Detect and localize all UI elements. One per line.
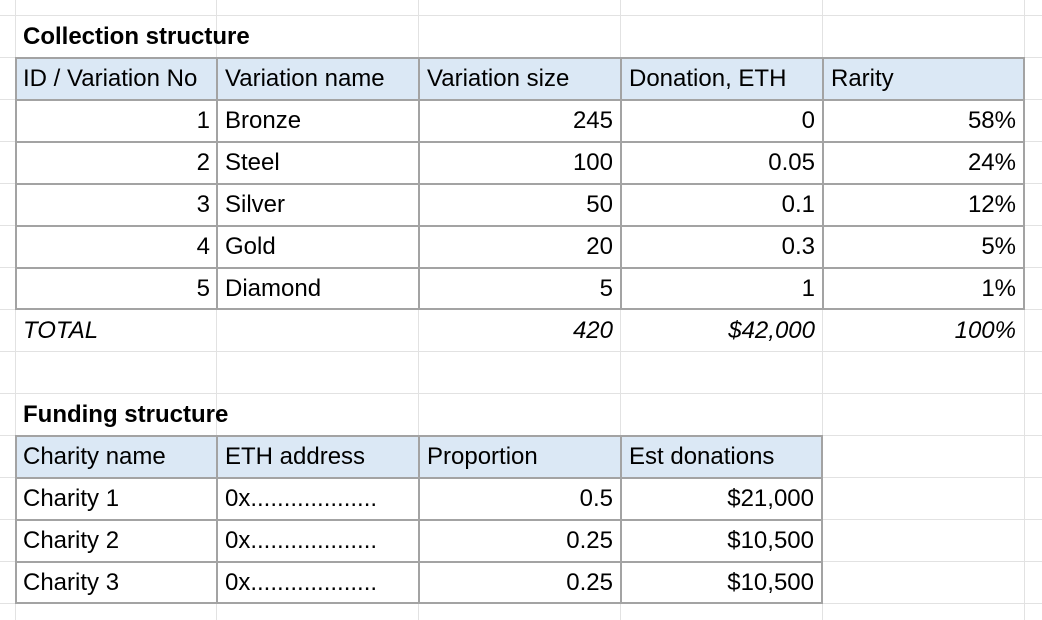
collection-row-1-rarity[interactable]: 58% xyxy=(967,107,1016,134)
collection-border-row4 xyxy=(15,225,1025,227)
collection-row-4-id[interactable]: 4 xyxy=(196,233,210,260)
collection-row-3-name[interactable]: Silver xyxy=(225,191,286,218)
collection-row-1-size[interactable]: 245 xyxy=(572,107,613,134)
collection-row-2-id[interactable]: 2 xyxy=(196,149,210,176)
collection-total-rarity[interactable]: 100% xyxy=(954,317,1016,344)
collection-border-bottom xyxy=(15,308,1025,310)
collection-total-size[interactable]: 420 xyxy=(572,317,613,344)
collection-row-2-donation[interactable]: 0.05 xyxy=(768,149,815,176)
collection-header-name[interactable]: Variation name xyxy=(225,65,385,92)
funding-border-col3 xyxy=(620,435,622,604)
collection-row-1-id[interactable]: 1 xyxy=(196,107,210,134)
collection-header-rarity[interactable]: Rarity xyxy=(831,65,894,92)
collection-row-5-rarity[interactable]: 1% xyxy=(981,275,1016,302)
collection-row-4-name[interactable]: Gold xyxy=(225,233,276,260)
funding-row-1-address[interactable]: 0x................... xyxy=(225,485,378,512)
collection-border-row1 xyxy=(15,99,1025,101)
collection-row-4-rarity[interactable]: 5% xyxy=(981,233,1016,260)
collection-row-2-size[interactable]: 100 xyxy=(572,149,613,176)
collection-border-col5 xyxy=(1023,57,1025,310)
collection-border-col3 xyxy=(620,57,622,310)
collection-row-1-name[interactable]: Bronze xyxy=(225,107,302,134)
collection-row-3-size[interactable]: 50 xyxy=(586,191,613,218)
funding-row-1-charity[interactable]: Charity 1 xyxy=(23,485,120,512)
funding-row-2-charity[interactable]: Charity 2 xyxy=(23,527,120,554)
funding-row-3-charity[interactable]: Charity 3 xyxy=(23,569,120,596)
collection-border-col2 xyxy=(418,57,420,310)
collection-row-4-size[interactable]: 20 xyxy=(586,233,613,260)
funding-border-col2 xyxy=(418,435,420,604)
collection-border-col0 xyxy=(15,57,17,310)
collection-row-3-id[interactable]: 3 xyxy=(196,191,210,218)
funding-row-1-est-donations[interactable]: $21,000 xyxy=(727,485,814,512)
funding-row-2-est-donations[interactable]: $10,500 xyxy=(727,527,814,554)
funding-row-2-address[interactable]: 0x................... xyxy=(225,527,378,554)
collection-row-5-name[interactable]: Diamond xyxy=(225,275,322,302)
collection-row-3-rarity[interactable]: 12% xyxy=(967,191,1016,218)
funding-header-est-donations[interactable]: Est donations xyxy=(629,443,775,470)
collection-header-donation[interactable]: Donation, ETH xyxy=(629,65,787,92)
collection-row-2-rarity[interactable]: 24% xyxy=(967,149,1016,176)
collection-row-1-donation[interactable]: 0 xyxy=(801,107,815,134)
collection-row-3-donation[interactable]: 0.1 xyxy=(781,191,815,218)
funding-row-3-est-donations[interactable]: $10,500 xyxy=(727,569,814,596)
collection-total-donation[interactable]: $42,000 xyxy=(728,317,815,344)
funding-row-1-proportion[interactable]: 0.5 xyxy=(579,485,613,512)
collection-header-id[interactable]: ID / Variation No xyxy=(23,65,198,92)
funding-border-col4 xyxy=(821,435,823,604)
collection-border-col4 xyxy=(822,57,824,310)
funding-header-address[interactable]: ETH address xyxy=(225,443,366,470)
collection-total-label[interactable]: TOTAL xyxy=(23,317,99,344)
funding-row-3-proportion[interactable]: 0.25 xyxy=(566,569,613,596)
funding-border-col1 xyxy=(216,435,218,604)
funding-header-charity[interactable]: Charity name xyxy=(23,443,166,470)
funding-header-proportion[interactable]: Proportion xyxy=(427,443,538,470)
collection-header-fill xyxy=(16,58,1024,99)
collection-border-row3 xyxy=(15,183,1025,185)
funding-border-col0 xyxy=(15,435,17,604)
funding-title[interactable]: Funding structure xyxy=(23,401,229,428)
collection-row-2-name[interactable]: Steel xyxy=(225,149,280,176)
funding-row-2-proportion[interactable]: 0.25 xyxy=(566,527,613,554)
collection-row-5-id[interactable]: 5 xyxy=(196,275,210,302)
funding-row-3-address[interactable]: 0x................... xyxy=(225,569,378,596)
collection-border-top xyxy=(15,57,1025,59)
collection-border-row2 xyxy=(15,141,1025,143)
collection-border-col1 xyxy=(216,57,218,310)
collection-row-5-donation[interactable]: 1 xyxy=(801,275,815,302)
collection-border-row5 xyxy=(15,267,1025,269)
collection-row-5-size[interactable]: 5 xyxy=(599,275,613,302)
collection-row-4-donation[interactable]: 0.3 xyxy=(781,233,815,260)
collection-title[interactable]: Collection structure xyxy=(23,23,250,50)
collection-header-size[interactable]: Variation size xyxy=(427,65,570,92)
